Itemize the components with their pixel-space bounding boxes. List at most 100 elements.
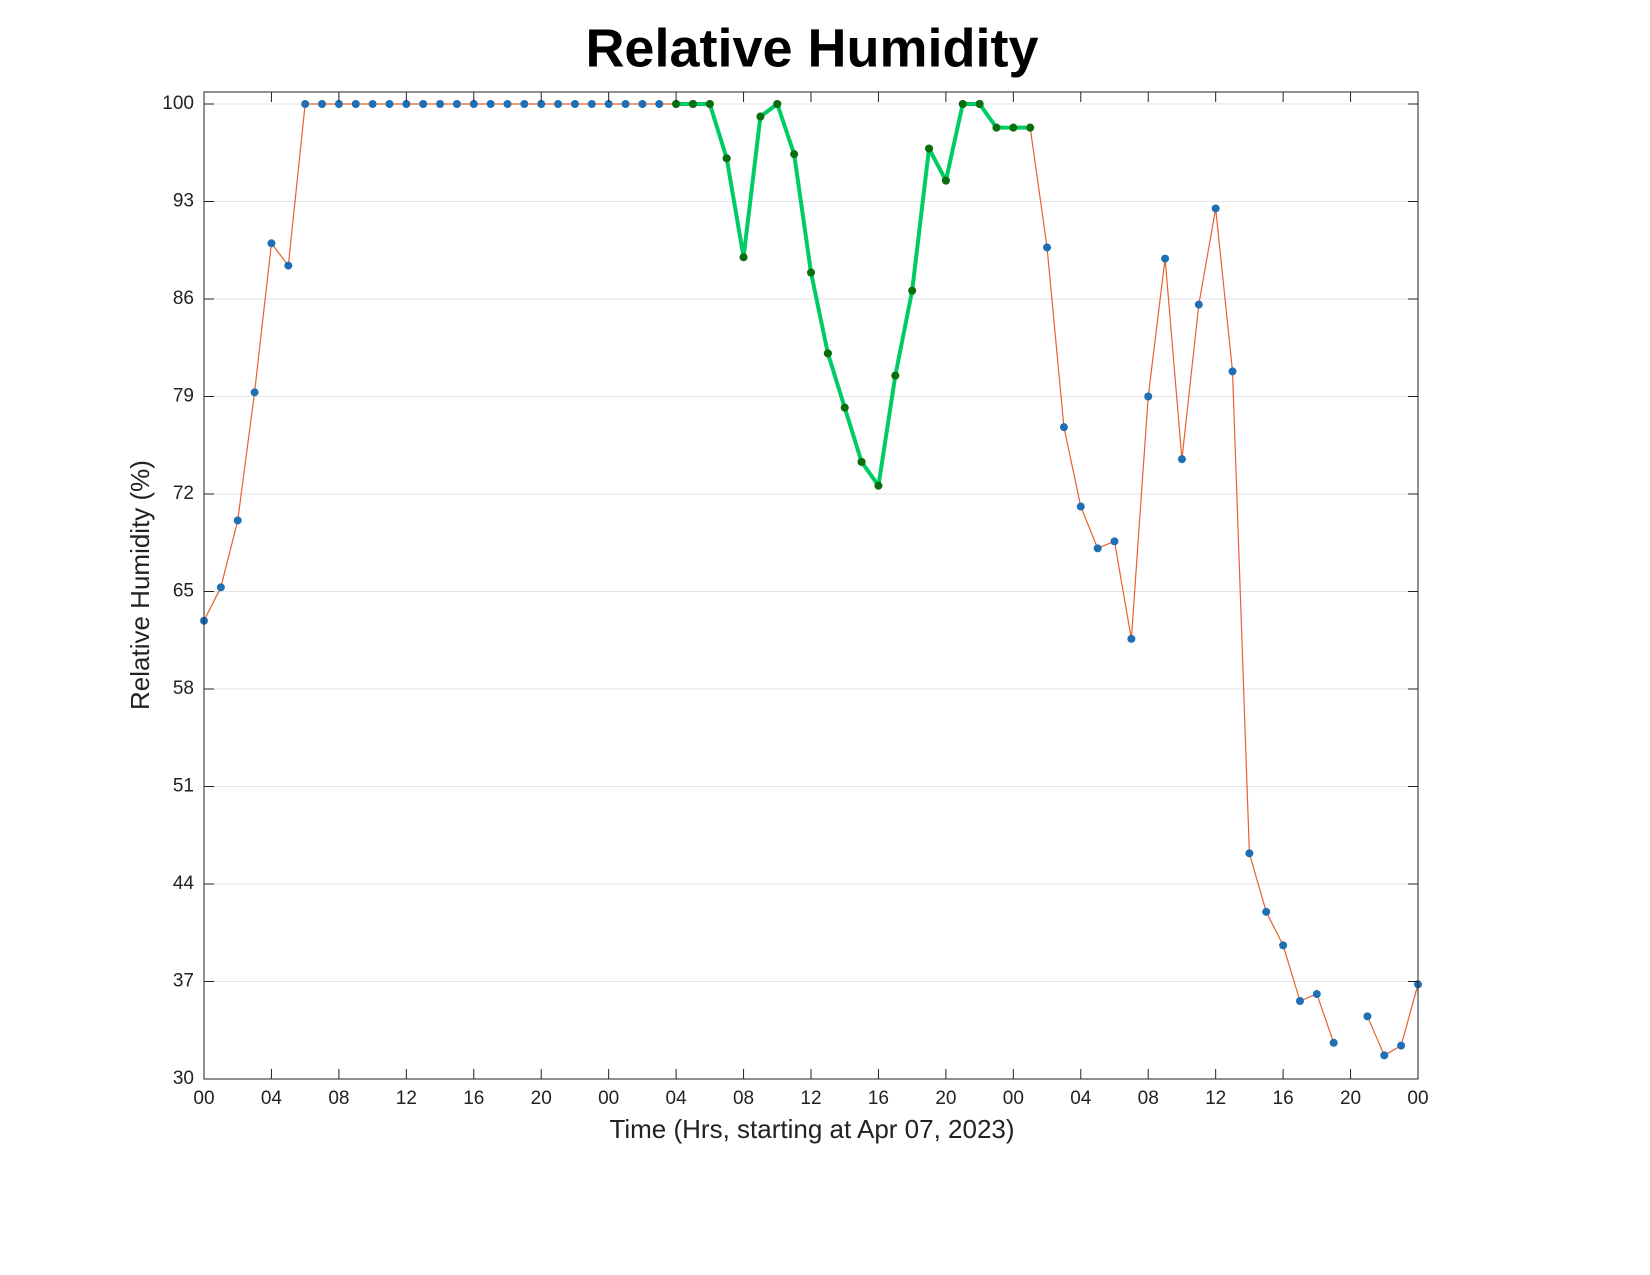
x-tick-label: 20 xyxy=(531,1088,552,1109)
data-point xyxy=(1211,204,1220,213)
data-point xyxy=(1043,243,1052,252)
data-point xyxy=(233,516,242,525)
data-point xyxy=(773,100,782,108)
grid xyxy=(204,103,1418,1080)
data-point xyxy=(419,100,428,108)
y-tick-label: 86 xyxy=(173,288,194,309)
y-tick-label: 44 xyxy=(173,873,195,894)
x-tick-label: 16 xyxy=(463,1088,484,1109)
data-point xyxy=(1279,941,1288,950)
y-tick-label: 79 xyxy=(173,386,194,407)
data-point xyxy=(1009,123,1018,132)
data-point xyxy=(857,457,866,466)
data-point xyxy=(688,100,697,108)
y-tick-label: 37 xyxy=(173,971,194,992)
x-tick-label: 00 xyxy=(1003,1088,1024,1109)
data-point xyxy=(1194,300,1203,309)
data-point xyxy=(638,100,647,108)
data-point xyxy=(267,239,276,248)
x-tick-label: 00 xyxy=(193,1088,214,1109)
data-point xyxy=(874,481,883,490)
data-point xyxy=(1026,123,1035,132)
data-point xyxy=(1397,1041,1406,1050)
y-tick-label: 100 xyxy=(162,93,194,114)
data-point xyxy=(739,253,748,262)
x-tick-label: 08 xyxy=(328,1088,349,1109)
y-tick-label: 51 xyxy=(173,776,194,797)
data-point xyxy=(958,100,967,108)
x-tick-label: 12 xyxy=(1205,1088,1226,1109)
data-point xyxy=(368,100,377,108)
data-point xyxy=(334,100,343,108)
data-point xyxy=(621,100,630,108)
y-tick-label: 65 xyxy=(173,581,194,602)
data-point xyxy=(925,144,934,153)
data-point xyxy=(840,403,849,412)
data-point xyxy=(486,100,495,108)
x-tick-label: 16 xyxy=(1273,1088,1294,1109)
data-point xyxy=(554,100,563,108)
data-point xyxy=(402,100,411,108)
data-point xyxy=(908,286,917,295)
data-point xyxy=(1262,907,1271,916)
data-point xyxy=(216,583,225,592)
data-point xyxy=(537,100,546,108)
data-point xyxy=(722,154,731,163)
y-axis-label: Relative Humidity (%) xyxy=(125,460,155,710)
data-point xyxy=(790,150,799,159)
data-point xyxy=(807,268,815,277)
x-tick-label: 08 xyxy=(1138,1088,1159,1109)
data-point xyxy=(385,100,394,108)
x-tick-label: 16 xyxy=(868,1088,889,1109)
data-line xyxy=(203,103,1419,1056)
x-tick-label: 04 xyxy=(666,1088,688,1109)
plot-area xyxy=(200,100,1422,1060)
data-point xyxy=(1245,849,1254,858)
data-point xyxy=(587,100,596,108)
data-point xyxy=(823,349,832,358)
data-point xyxy=(756,112,765,121)
x-tick-label: 00 xyxy=(598,1088,619,1109)
data-point xyxy=(655,100,664,108)
data-point xyxy=(1059,423,1068,432)
data-point xyxy=(1144,392,1153,401)
y-tick-label: 30 xyxy=(173,1068,194,1089)
chart-title: Relative Humidity xyxy=(585,18,1038,78)
data-point xyxy=(1312,990,1321,999)
data-point xyxy=(1110,537,1119,546)
x-axis-label: Time (Hrs, starting at Apr 07, 2023) xyxy=(609,1114,1014,1144)
data-point xyxy=(1228,367,1237,376)
y-tick-label: 93 xyxy=(173,191,194,212)
data-line xyxy=(676,102,1031,488)
data-point xyxy=(705,100,714,108)
data-point xyxy=(452,100,461,108)
data-point xyxy=(301,100,310,108)
axes-box xyxy=(203,91,1419,1080)
x-tick-label: 08 xyxy=(733,1088,754,1109)
data-point xyxy=(992,123,1001,132)
y-tick-label: 58 xyxy=(173,678,194,699)
x-tick-label: 00 xyxy=(1407,1088,1428,1109)
data-point xyxy=(1093,544,1102,553)
x-tick-label: 12 xyxy=(800,1088,821,1109)
data-point xyxy=(351,100,360,108)
data-point xyxy=(1127,634,1136,643)
data-point xyxy=(436,100,445,108)
data-point xyxy=(1363,1012,1372,1021)
data-point xyxy=(975,100,984,108)
data-point xyxy=(1161,254,1170,263)
data-point xyxy=(891,371,900,380)
x-tick-label: 20 xyxy=(935,1088,956,1109)
data-point xyxy=(604,100,613,108)
data-point xyxy=(284,261,293,270)
data-point xyxy=(250,388,259,397)
data-point xyxy=(1076,502,1085,511)
x-tick-label: 12 xyxy=(396,1088,417,1109)
data-point xyxy=(570,100,579,108)
data-point xyxy=(1380,1051,1389,1060)
x-tick-label: 20 xyxy=(1340,1088,1361,1109)
y-tick-label: 72 xyxy=(173,483,194,504)
x-tick-label: 04 xyxy=(261,1088,283,1109)
